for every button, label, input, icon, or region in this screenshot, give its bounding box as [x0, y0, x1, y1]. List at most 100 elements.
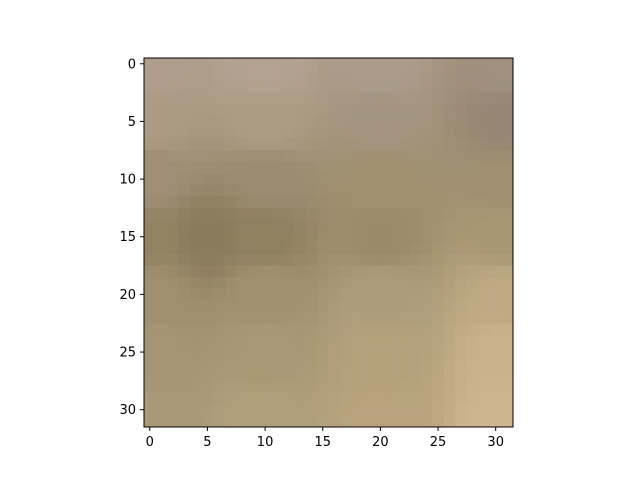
heatmap-cell [247, 92, 260, 105]
heatmap-cell [213, 115, 226, 128]
heatmap-cell [466, 392, 479, 405]
heatmap-cell [201, 254, 214, 266]
heatmap-cell [501, 300, 514, 313]
heatmap-cell [443, 230, 456, 243]
heatmap-cell [328, 346, 341, 359]
heatmap-cell [489, 81, 502, 93]
heatmap-cell [155, 207, 168, 220]
heatmap-cell [155, 380, 168, 393]
heatmap-cell [420, 230, 433, 243]
heatmap-cell [155, 115, 168, 128]
heatmap-cell [282, 323, 295, 336]
heatmap-cell [351, 150, 364, 163]
heatmap-cell [466, 415, 479, 428]
heatmap-cell [489, 115, 502, 128]
heatmap-cell [397, 219, 410, 232]
heatmap-cell [178, 288, 191, 301]
heatmap-cell [501, 357, 514, 370]
heatmap-cell [282, 334, 295, 347]
heatmap-cell [455, 392, 468, 405]
heatmap-cell [259, 254, 272, 266]
heatmap-cell [466, 173, 479, 186]
heatmap-cell [386, 207, 399, 220]
heatmap-cell [224, 254, 237, 266]
heatmap-cell [259, 161, 272, 174]
heatmap-cell [340, 230, 352, 243]
heatmap-cell [363, 138, 376, 151]
heatmap-cell [259, 219, 272, 232]
heatmap-cell [374, 403, 387, 416]
x-tick-label: 10 [257, 435, 274, 450]
heatmap-cell [282, 369, 295, 382]
heatmap-cell [236, 323, 249, 336]
heatmap-cell [374, 334, 387, 347]
heatmap-cell [270, 138, 283, 151]
heatmap-cell [478, 403, 491, 416]
heatmap-cell [247, 346, 260, 359]
heatmap-cell [236, 288, 249, 301]
heatmap-cell [247, 138, 260, 151]
heatmap-cell [270, 323, 283, 336]
heatmap-cell [178, 392, 191, 405]
heatmap-cell [282, 277, 295, 290]
heatmap-cell [270, 115, 283, 128]
heatmap-cell [501, 115, 514, 128]
heatmap-cell [144, 311, 156, 324]
heatmap-cell [409, 254, 422, 266]
heatmap-cell [351, 81, 364, 93]
heatmap-cell [340, 300, 352, 313]
heatmap-cell [455, 230, 468, 243]
y-tick-label: 0 [128, 57, 136, 72]
heatmap-cell [201, 92, 214, 105]
heatmap-cell [397, 346, 410, 359]
heatmap-cell [201, 230, 214, 243]
heatmap-cell [386, 115, 399, 128]
heatmap-cell [489, 242, 502, 255]
heatmap-cell [282, 69, 295, 82]
heatmap-cell [178, 81, 191, 93]
heatmap-cell [155, 150, 168, 163]
heatmap-cell [340, 403, 352, 416]
heatmap-cell [489, 403, 502, 416]
heatmap-cell [144, 300, 156, 313]
heatmap-cell [167, 311, 179, 324]
heatmap-cell [305, 219, 318, 232]
heatmap-cell [501, 207, 514, 220]
heatmap-cell [478, 150, 491, 163]
heatmap-cell [282, 104, 295, 117]
heatmap-cell [305, 104, 318, 117]
heatmap-cell [432, 254, 445, 266]
heatmap-cell [316, 207, 329, 220]
heatmap-cell [293, 104, 306, 117]
heatmap-cell [305, 265, 318, 278]
heatmap-cell [501, 196, 514, 209]
heatmap-cell [432, 69, 445, 82]
heatmap-cell [305, 150, 318, 163]
heatmap-cell [293, 334, 306, 347]
heatmap-cell [386, 403, 399, 416]
heatmap-cell [351, 115, 364, 128]
heatmap-cell [259, 115, 272, 128]
heatmap-cell [293, 58, 306, 70]
heatmap-cell [466, 311, 479, 324]
heatmap-cell [190, 300, 203, 313]
heatmap-cell [328, 150, 341, 163]
heatmap-cell [432, 138, 445, 151]
heatmap-cell [478, 127, 491, 140]
heatmap-cell [397, 242, 410, 255]
heatmap-cell [351, 380, 364, 393]
heatmap-cell [328, 242, 341, 255]
heatmap-cell [293, 380, 306, 393]
heatmap-cell [167, 115, 179, 128]
heatmap-cell [155, 58, 168, 70]
heatmap-cell [328, 69, 341, 82]
heatmap-cell [478, 219, 491, 232]
heatmap-cell [374, 254, 387, 266]
heatmap-cell [224, 300, 237, 313]
heatmap-cell [282, 265, 295, 278]
heatmap-cell [282, 380, 295, 393]
heatmap-cell [386, 334, 399, 347]
heatmap-cell [409, 369, 422, 382]
heatmap-cell [213, 403, 226, 416]
heatmap-cell [167, 334, 179, 347]
